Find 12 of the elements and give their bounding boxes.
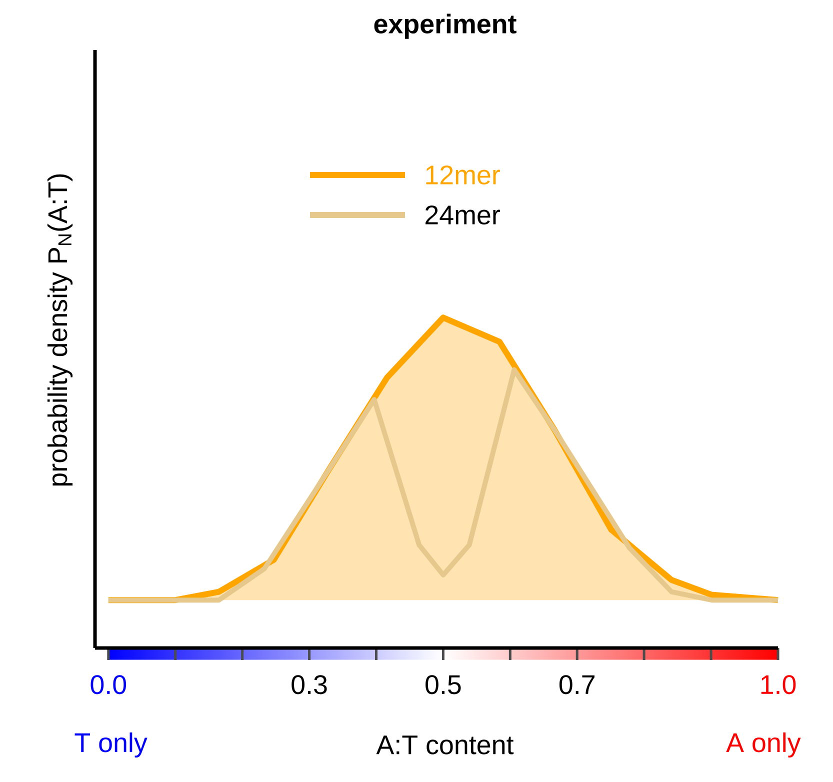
legend-label: 24mer <box>426 205 500 225</box>
x-tick-label: 0.3 <box>292 675 327 694</box>
y-axis-title: probability density P$_{N}$(A:T) <box>47 174 73 486</box>
legend-label: 12mer <box>426 165 500 185</box>
chart-title: experiment <box>374 14 516 39</box>
x-axis-title: A:T content <box>376 736 514 754</box>
x-tick-label: 0.5 <box>426 675 461 694</box>
x-tick-label: 0.0 <box>90 675 126 694</box>
x-tick-label: 0.7 <box>559 675 594 694</box>
x-tick-label: 1.0 <box>761 675 796 694</box>
text: A only <box>726 732 801 758</box>
text: T only <box>74 732 148 758</box>
